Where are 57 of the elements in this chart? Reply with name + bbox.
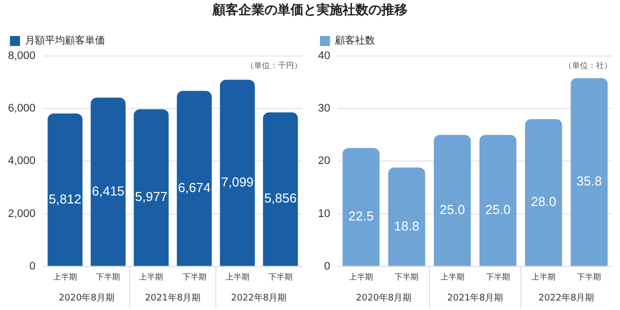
data-label: 28.0 — [530, 194, 556, 210]
data-label: 7,099 — [221, 174, 254, 190]
x-tick-label: 下半期 — [577, 272, 602, 282]
text: 2021年8月期 — [447, 292, 503, 304]
bar — [176, 90, 212, 266]
data-label: 22.5 — [348, 208, 374, 224]
x-tick-label: 下半期 — [182, 272, 206, 282]
bar — [434, 134, 471, 266]
text: 2022年8月期 — [538, 292, 594, 304]
bar — [263, 112, 298, 266]
data-label: 25.0 — [440, 202, 465, 217]
legend-label: 月額平均顧客単価 — [25, 34, 105, 47]
bar — [525, 119, 562, 266]
text: 2020年8月期 — [58, 292, 114, 304]
x-tick-label: 下半期 — [486, 272, 510, 282]
x-tick-label: 上半期 — [53, 272, 78, 282]
y-tick-label: 8,000 — [8, 50, 36, 62]
text: 2022年8月期 — [231, 292, 287, 304]
y-tick-label: 40 — [318, 50, 330, 62]
bar — [90, 98, 126, 266]
data-label: 25.0 — [485, 202, 511, 217]
text: （単位：千円） — [246, 61, 302, 70]
bar — [48, 114, 83, 266]
y-tick-label: 6,000 — [8, 102, 36, 115]
x-tick-label: 下半期 — [394, 272, 419, 282]
bar — [388, 168, 426, 266]
y-tick-label: 10 — [318, 208, 330, 220]
text: 2020年8月期 — [356, 292, 412, 304]
data-label: 6,674 — [178, 180, 211, 195]
y-tick-label: 20 — [318, 155, 330, 168]
y-tick-label: 0 — [29, 260, 36, 272]
y-tick-label: 30 — [318, 102, 330, 115]
data-label: 6,415 — [92, 183, 124, 198]
y-tick-label: 4,000 — [8, 155, 36, 168]
chart-title: 顧客企業の単価と実施社数の推移 — [211, 2, 408, 20]
x-tick-label: 下半期 — [268, 272, 292, 282]
x-tick-label: 下半期 — [96, 272, 120, 282]
data-label: 35.8 — [576, 174, 602, 189]
x-tick-label: 上半期 — [349, 272, 374, 282]
x-tick-label: 上半期 — [225, 272, 250, 282]
x-tick-label: 上半期 — [139, 272, 164, 282]
text: 2021年8月期 — [144, 292, 201, 304]
data-label: 5,812 — [48, 191, 82, 206]
x-tick-label: 上半期 — [440, 272, 464, 282]
y-tick-label: 0 — [324, 260, 330, 272]
bar — [134, 109, 169, 266]
bar — [479, 134, 516, 266]
bar — [570, 78, 608, 266]
bar — [342, 148, 380, 266]
data-label: 5,856 — [264, 190, 297, 206]
legend-label: 顧客社数 — [335, 34, 375, 47]
text: （単位：社） — [564, 61, 612, 70]
bar — [220, 80, 255, 266]
data-label: 18.8 — [394, 218, 420, 234]
y-tick-label: 2,000 — [8, 208, 36, 220]
x-tick-label: 上半期 — [532, 272, 556, 282]
data-label: 5,977 — [134, 189, 168, 204]
